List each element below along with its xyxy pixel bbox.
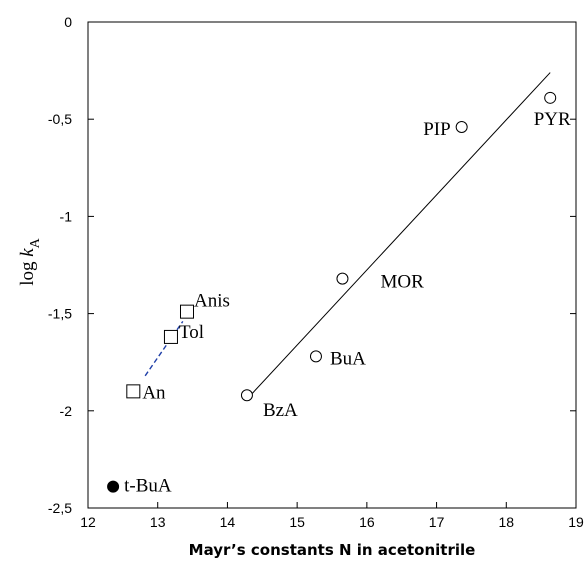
data-point-label: Anis <box>194 291 230 312</box>
x-tick-label: 19 <box>568 514 584 530</box>
y-tick-label: -0,5 <box>48 111 72 127</box>
y-tick-label: -2 <box>60 403 73 419</box>
data-point-square <box>126 384 141 399</box>
x-axis-ticks: 12 13 14 15 16 17 18 19 <box>80 502 584 530</box>
y-tick-label: -2,5 <box>48 500 72 516</box>
y-axis-ticks: 0 -0,5 -1 -1,5 -2 -2,5 <box>48 14 576 516</box>
data-point-label: An <box>142 382 166 403</box>
x-tick-label: 14 <box>220 514 236 530</box>
fit-line-dashed <box>144 320 184 377</box>
y-tick-label: -1 <box>60 208 73 224</box>
x-axis-title-text: Mayr’s constants N in acetonitrile <box>189 541 476 559</box>
data-point-circle <box>544 91 557 104</box>
data-points <box>107 91 557 493</box>
data-point-square <box>179 304 194 319</box>
x-tick-label: 15 <box>289 514 305 530</box>
data-point-square <box>163 329 178 344</box>
data-point-filled <box>107 480 120 493</box>
data-point-circle <box>455 120 468 133</box>
y-axis-title-subscript: A <box>28 237 43 248</box>
data-point-labels: An Tol Anis BzA BuA MOR PIP PYR t-BuA <box>124 109 571 497</box>
data-point-label: BzA <box>263 400 298 421</box>
x-axis-title: Mayr’s constants N in acetonitrile <box>189 541 476 559</box>
fit-line-solid <box>246 72 551 400</box>
fit-lines <box>144 72 551 400</box>
x-tick-label: 16 <box>359 514 375 530</box>
y-tick-label: 0 <box>64 14 72 30</box>
y-axis-title: log kA <box>17 237 43 285</box>
data-point-label: BuA <box>330 348 366 369</box>
data-point-label: PIP <box>423 119 450 140</box>
y-tick-label: -1,5 <box>48 306 72 322</box>
x-tick-label: 13 <box>150 514 166 530</box>
y-axis-title-variable: k <box>17 248 38 257</box>
data-point-label: t-BuA <box>124 476 172 497</box>
x-tick-label: 12 <box>80 514 96 530</box>
data-point-circle <box>240 389 253 402</box>
x-tick-label: 18 <box>498 514 514 530</box>
data-point-circle <box>309 350 322 363</box>
data-point-label: Tol <box>179 322 204 343</box>
data-point-label: PYR <box>534 109 571 130</box>
y-axis-title-prefix: log <box>17 257 38 286</box>
data-point-circle <box>336 272 349 285</box>
plot-area-frame <box>87 21 577 509</box>
x-tick-label: 17 <box>429 514 445 530</box>
data-point-label: MOR <box>380 272 424 293</box>
